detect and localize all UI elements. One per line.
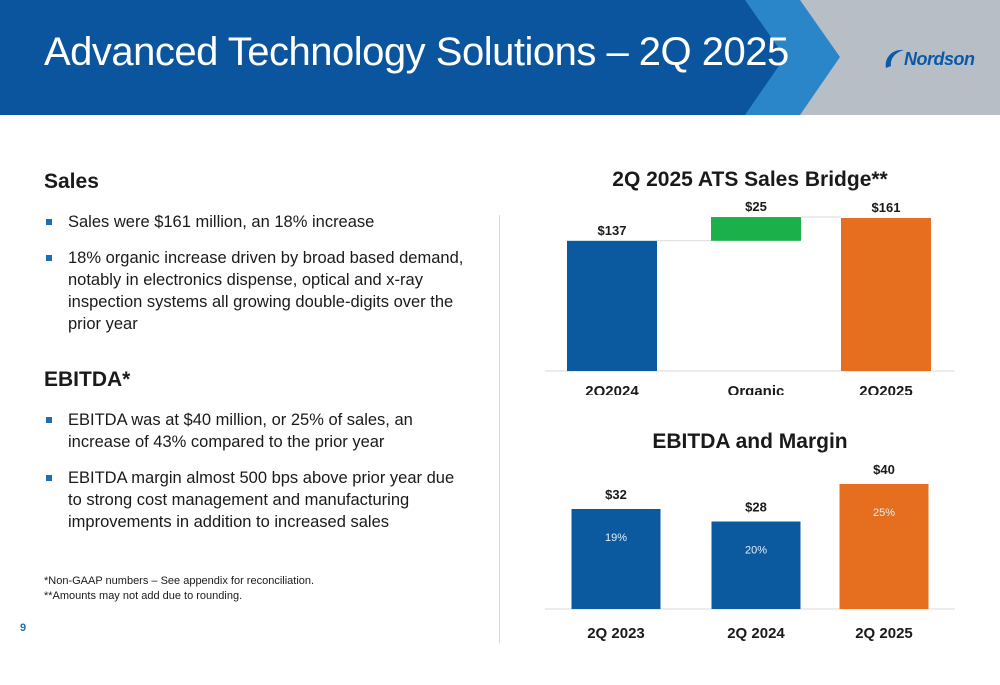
bullet-text: Sales were $161 million, an 18% increase: [68, 213, 375, 231]
bullet-square-icon: [46, 475, 52, 481]
data-label: $28: [745, 500, 767, 515]
nordson-logo: Nordson: [882, 44, 975, 76]
sales-bullet-list: Sales were $161 million, an 18% increase…: [44, 211, 464, 349]
margin-label: 19%: [605, 532, 627, 544]
bullet-square-icon: [46, 219, 52, 225]
bullet-text: EBITDA was at $40 million, or 25% of sal…: [68, 411, 413, 451]
sales-bullet-item: 18% organic increase driven by broad bas…: [44, 247, 464, 335]
header-background: [0, 0, 1000, 115]
logo-text: Nordson: [904, 49, 975, 69]
bar-2q-2023: [571, 509, 661, 609]
bar-organic: [711, 217, 801, 241]
sales-bullet-item: Sales were $161 million, an 18% increase: [44, 211, 464, 233]
ebitda-bullet-item: EBITDA was at $40 million, or 25% of sal…: [44, 409, 464, 453]
column-divider: [499, 215, 500, 643]
data-label: $32: [605, 487, 627, 502]
bar-2q-2024: [711, 521, 801, 609]
header-banner: Advanced Technology Solutions – 2Q 2025 …: [0, 0, 1000, 115]
category-label: 2Q 2023: [587, 625, 645, 642]
footnote-rounding: **Amounts may not add due to rounding.: [44, 590, 243, 602]
ebitda-margin-chart: $32 19% 2Q 2023 $28 20% 2Q 2024 $40 25% 2Q 2025: [545, 462, 955, 642]
bar-2q-2025: [839, 484, 929, 609]
bar-2q2025: [841, 218, 931, 371]
sales-heading: Sales: [44, 170, 99, 193]
ebitda-bullet-item: EBITDA margin almost 500 bps above prior…: [44, 467, 464, 533]
ebitda-heading: EBITDA*: [44, 368, 131, 391]
data-label: $25: [745, 199, 767, 214]
header-chevron: [745, 0, 840, 115]
category-label: 2Q2024: [585, 383, 639, 395]
ebitda-bullet-list: EBITDA was at $40 million, or 25% of sal…: [44, 409, 464, 547]
bar-2q2024: [567, 240, 657, 371]
footnote-nongaap: *Non-GAAP numbers – See appendix for rec…: [44, 575, 315, 587]
bullet-text: 18% organic increase driven by broad bas…: [68, 249, 464, 333]
ebitda-chart-title: EBITDA and Margin: [652, 430, 848, 453]
bullet-text: EBITDA margin almost 500 bps above prior…: [68, 469, 455, 531]
category-label: Organic: [728, 383, 785, 395]
header-blue-band: [0, 0, 835, 115]
category-label: 2Q 2025: [855, 625, 913, 642]
page-title: Advanced Technology Solutions – 2Q 2025: [44, 30, 789, 74]
data-label: $137: [598, 223, 627, 238]
logo-swoosh-icon: [885, 49, 904, 68]
bullet-square-icon: [46, 417, 52, 423]
bullet-square-icon: [46, 255, 52, 261]
data-label: $40: [873, 462, 895, 477]
sales-bridge-chart-title: 2Q 2025 ATS Sales Bridge**: [612, 168, 888, 191]
margin-label: 20%: [745, 545, 767, 557]
category-label: 2Q 2024: [727, 625, 785, 642]
sales-bridge-chart: $137 2Q2024 $25 Organic $161 2Q2025: [545, 199, 955, 395]
data-label: $161: [872, 200, 901, 215]
page-number: 9: [20, 622, 27, 634]
margin-label: 25%: [873, 507, 895, 519]
category-label: 2Q2025: [859, 383, 912, 395]
